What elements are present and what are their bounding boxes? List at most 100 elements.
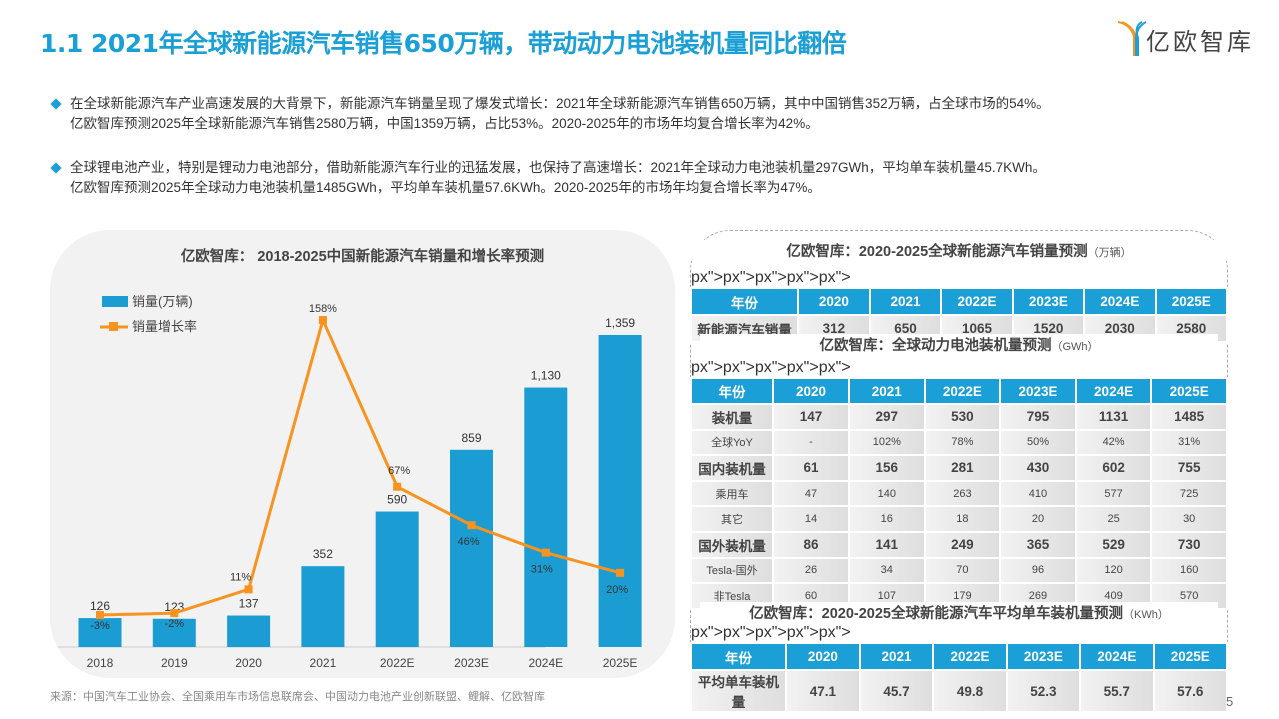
table-cell: 34 — [848, 556, 926, 585]
table-cell: 30 — [1150, 505, 1228, 533]
table-cell: 45.7 — [858, 669, 935, 713]
column-header: 2023E — [1005, 642, 1082, 671]
table-cell: 140 — [848, 479, 926, 508]
column-header: 2025E — [1154, 287, 1229, 316]
bar — [598, 334, 642, 647]
table-cell: 755 — [1150, 454, 1228, 482]
bar — [227, 615, 271, 647]
table-cell: 86 — [772, 530, 850, 559]
sales-chart: 销量(万辆) 销量增长率 126201812320191372020352202… — [58, 294, 642, 670]
x-tick-label: 2021 — [310, 656, 337, 670]
table-cell: 96 — [999, 556, 1077, 585]
row-label: Tesla-国外 — [690, 556, 774, 585]
growth-marker — [616, 568, 625, 577]
growth-value-label: 11% — [230, 571, 251, 583]
table-cell: 156 — [848, 454, 926, 482]
bar — [524, 387, 568, 647]
table-row: 装机量 147 297 530 795 1131 1485 — [690, 403, 1228, 431]
table-cell: 2580 — [1154, 314, 1229, 343]
x-tick-label: 2020 — [235, 656, 262, 670]
column-header: 2021 — [868, 287, 943, 316]
table-cell: 18 — [923, 505, 1002, 533]
table-cell: 1131 — [1074, 403, 1153, 431]
x-tick-label: 2025E — [603, 656, 638, 670]
row-label: 国外装机量 — [690, 530, 774, 559]
table-cell: 730 — [1150, 530, 1228, 559]
x-tick-label: 2018 — [87, 656, 114, 670]
column-header: 2020 — [785, 642, 861, 671]
table-row: 平均单车装机量 47.1 45.7 49.8 52.3 55.7 57.6 — [690, 669, 1229, 713]
table-cell: 602 — [1074, 454, 1153, 482]
growth-value-label: 31% — [531, 564, 553, 576]
table-cell: 70 — [923, 556, 1002, 585]
bullet-2: 全球锂电池产业，特别是锂动力电池部分，借助新能源汽车行业的迅猛发展，也保持了高速… — [50, 158, 1242, 198]
table-cell: 1485 — [1150, 403, 1228, 431]
bar — [301, 566, 345, 647]
table-cell: 16 — [848, 505, 926, 533]
column-header: 2024E — [1079, 642, 1155, 671]
column-header: 2024E — [1083, 287, 1157, 316]
bar-value-label: 126 — [90, 599, 110, 613]
row-label: 平均单车装机量 — [690, 669, 787, 713]
page-number: 5 — [1226, 694, 1234, 709]
column-header: 2023E — [1011, 287, 1086, 316]
ev-sales-forecast-table: px">px">px">px">px">年份 2020 2021 2022E 2023E… — [690, 269, 1229, 343]
growth-value-label: -2% — [165, 618, 185, 630]
column-header: 2021 — [848, 377, 926, 405]
table-cell: 49.8 — [932, 669, 1008, 713]
table-cell: 47.1 — [785, 669, 861, 713]
table-cell: 365 — [999, 530, 1077, 559]
header-row: 年份 2020 2021 2022E 2023E 2024E 2025E — [690, 377, 1228, 405]
bar-value-label: 1,130 — [531, 369, 561, 383]
table-cell: 26 — [772, 556, 850, 585]
column-header: 2022E — [932, 642, 1008, 671]
growth-value-label: 20% — [606, 584, 628, 596]
bar-value-label: 137 — [239, 597, 259, 611]
column-header: 2022E — [940, 287, 1014, 316]
table-cell: 249 — [923, 530, 1002, 559]
table-row: 其它 14 16 18 20 25 30 — [690, 505, 1228, 533]
table-cell: 20 — [999, 505, 1077, 533]
growth-line — [99, 315, 621, 617]
growth-marker — [393, 482, 402, 491]
battery-install-forecast-table: px">px">px">px">px">年份 2020 2021 2022E 2023E… — [690, 359, 1228, 610]
table-cell: - — [772, 428, 850, 457]
growth-marker — [244, 585, 253, 594]
bar — [375, 511, 419, 647]
column-header: 2022E — [923, 377, 1002, 405]
growth-value-label: 158% — [309, 303, 337, 315]
table-cell: 281 — [923, 454, 1002, 482]
table-row: Tesla-国外 26 34 70 96 120 160 — [690, 556, 1228, 585]
row-label: 其它 — [690, 505, 774, 533]
table1-title: 亿欧智库：2020-2025全球新能源汽车销量预测（万辆） — [690, 240, 1228, 261]
logo-text: 亿欧智库 — [1146, 28, 1254, 56]
table-cell: 120 — [1074, 556, 1153, 585]
table-cell: 25 — [1074, 505, 1153, 533]
column-header: 2025E — [1150, 377, 1228, 405]
table-cell: 78% — [923, 428, 1002, 457]
logo-icon — [1117, 21, 1147, 56]
table-cell: 529 — [1074, 530, 1153, 559]
growth-marker — [541, 548, 550, 557]
table-cell: 179 — [923, 582, 1002, 610]
bar — [78, 618, 122, 647]
bar-value-label: 352 — [313, 547, 333, 561]
chart-panel — [50, 230, 675, 678]
header-row: 年份 2020 2021 2022E 2023E 2024E 2025E — [690, 287, 1229, 316]
legend-bar-swatch — [102, 296, 128, 307]
table-row: 新能源汽车销量 312 650 1065 1520 2030 2580 — [690, 314, 1229, 343]
table-cell: 297 — [848, 403, 926, 431]
table-cell: 55.7 — [1079, 669, 1155, 713]
x-tick-label: 2022E — [380, 656, 415, 670]
table-cell: 47 — [772, 479, 850, 508]
x-tick-label: 2019 — [161, 656, 188, 670]
bullet-1: 在全球新能源汽车产业高速发展的大背景下，新能源汽车销量呈现了爆发式增长：2021… — [50, 94, 1242, 134]
bar-value-label: 590 — [387, 493, 407, 507]
growth-marker — [318, 316, 327, 325]
table-cell: 42% — [1074, 428, 1153, 457]
page-title: 1.1 2021年全球新能源汽车销售650万辆，带动动力电池装机量同比翻倍 — [40, 29, 847, 58]
table-cell: 57.6 — [1152, 669, 1229, 713]
table-cell: 102% — [848, 428, 926, 457]
table-cell: 577 — [1074, 479, 1153, 508]
table-row: 国内装机量 61 156 281 430 602 755 — [690, 454, 1228, 482]
